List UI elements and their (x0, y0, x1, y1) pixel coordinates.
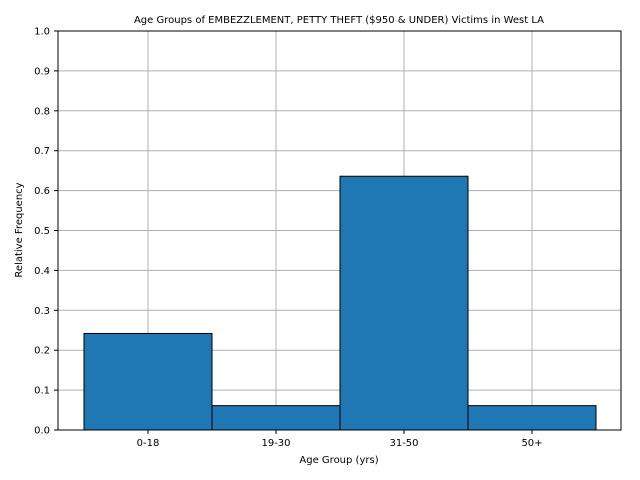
y-tick-label: 0.3 (34, 306, 50, 317)
y-tick-label: 0.2 (34, 346, 50, 357)
y-tick-label: 0.5 (34, 226, 50, 237)
y-axis-ticks: 0.0 0.1 0.2 0.3 0.4 0.5 0.6 0.7 0.8 0.9 1.0 (34, 27, 58, 437)
y-tick-label: 0.6 (34, 186, 50, 197)
x-tick-label: 19-30 (261, 438, 290, 449)
y-tick-label: 0.8 (34, 106, 50, 117)
y-tick-label: 0.7 (34, 146, 50, 157)
x-tick-label: 31-50 (389, 438, 418, 449)
bar-50+ (467, 405, 597, 431)
bar-31-50 (339, 175, 469, 431)
y-axis-label: Relative Frequency (14, 182, 25, 277)
bars (83, 175, 597, 431)
x-tick-label: 0-18 (137, 438, 160, 449)
bar-19-30 (211, 405, 341, 431)
x-tick-label: 50+ (521, 438, 542, 449)
bar-0-18 (83, 332, 213, 431)
y-tick-label: 1.0 (34, 27, 50, 38)
y-tick-label: 0.9 (34, 66, 50, 77)
y-tick-label: 0.1 (34, 386, 50, 397)
y-tick-label: 0.4 (34, 266, 50, 277)
x-axis-label: Age Group (yrs) (299, 455, 378, 466)
x-axis-ticks: 0-18 19-30 31-50 50+ (137, 430, 543, 449)
y-tick-label: 0.0 (34, 426, 50, 437)
chart-title: Age Groups of EMBEZZLEMENT, PETTY THEFT … (134, 15, 544, 26)
